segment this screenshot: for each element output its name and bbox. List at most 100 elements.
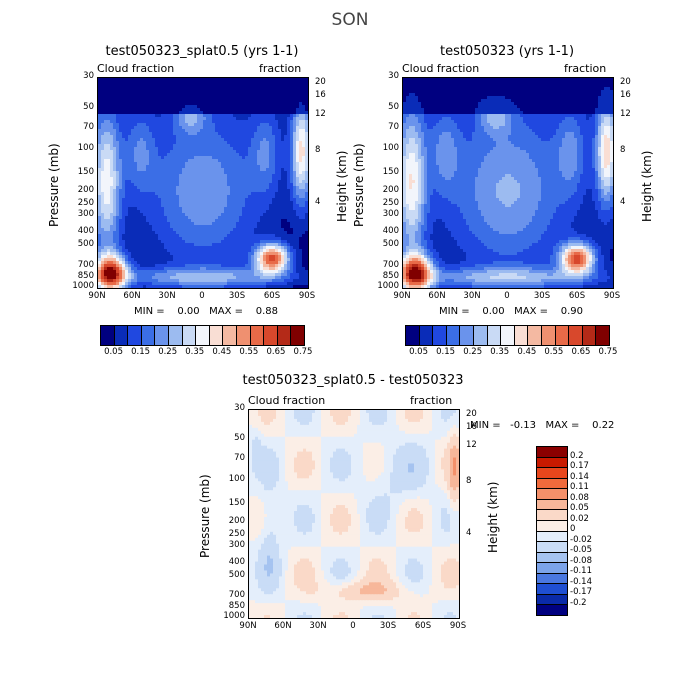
- field-cell: [134, 228, 138, 232]
- field-cell: [146, 273, 150, 277]
- field-cell: [194, 231, 198, 235]
- field-cell: [275, 150, 279, 154]
- field-cell: [131, 123, 135, 127]
- field-cell: [287, 129, 291, 133]
- field-cell: [107, 207, 111, 211]
- field-cell: [227, 213, 231, 217]
- field-cell: [101, 219, 105, 223]
- field-cell: [224, 147, 228, 151]
- field-cell: [296, 159, 300, 163]
- field-cell: [146, 123, 150, 127]
- field-cell: [260, 171, 264, 175]
- field-cell: [209, 102, 213, 106]
- field-cell: [305, 207, 308, 211]
- field-cell: [125, 243, 129, 247]
- field-cell: [170, 243, 174, 247]
- field-cell: [236, 231, 240, 235]
- field-cell: [98, 108, 102, 112]
- field-cell: [152, 84, 156, 88]
- field-cell: [260, 210, 264, 214]
- field-cell: [185, 195, 189, 199]
- field-cell: [263, 246, 267, 250]
- field-cell: [227, 174, 231, 178]
- field-cell: [242, 168, 246, 172]
- field-cell: [281, 249, 285, 253]
- field-cell: [200, 132, 204, 136]
- field-cell: [221, 255, 225, 259]
- field-cell: [212, 258, 216, 262]
- field-cell: [158, 117, 162, 121]
- field-cell: [260, 276, 264, 280]
- field-cell: [269, 114, 273, 118]
- field-cell: [143, 228, 147, 232]
- field-cell: [275, 285, 279, 288]
- field-cell: [104, 195, 108, 199]
- field-cell: [221, 135, 225, 139]
- field-cell: [164, 177, 168, 181]
- field-cell: [182, 276, 186, 280]
- field-cell: [257, 252, 261, 256]
- field-cell: [107, 174, 111, 178]
- field-cell: [287, 243, 291, 247]
- field-cell: [167, 135, 171, 139]
- field-cell: [143, 102, 147, 106]
- field-cell: [299, 135, 303, 139]
- field-cell: [224, 177, 228, 181]
- field-cell: [221, 240, 225, 244]
- field-cell: [215, 153, 219, 157]
- field-cell: [272, 246, 276, 250]
- field-cell: [194, 84, 198, 88]
- field-cell: [242, 207, 246, 211]
- field-cell: [236, 264, 240, 268]
- field-cell: [149, 129, 153, 133]
- field-cell: [110, 207, 114, 211]
- field-cell: [161, 273, 165, 277]
- field-cell: [116, 117, 120, 121]
- field-cell: [197, 282, 201, 286]
- field-cell: [176, 210, 180, 214]
- field-cell: [293, 174, 297, 178]
- field-cell: [221, 267, 225, 271]
- field-cell: [212, 174, 216, 178]
- field-cell: [116, 231, 120, 235]
- field-cell: [164, 207, 168, 211]
- field-cell: [233, 249, 237, 253]
- field-cell: [278, 117, 282, 121]
- field-cell: [98, 177, 102, 181]
- field-cell: [188, 240, 192, 244]
- field-cell: [293, 261, 297, 265]
- field-cell: [146, 186, 150, 190]
- field-cell: [212, 99, 216, 103]
- field-cell: [143, 279, 147, 283]
- field-cell: [128, 168, 132, 172]
- colorbar-label: 0.55: [239, 347, 259, 357]
- field-cell: [119, 147, 123, 151]
- field-cell: [305, 165, 308, 169]
- field-cell: [227, 129, 231, 133]
- field-cell: [152, 216, 156, 220]
- field-cell: [122, 90, 126, 94]
- field-cell: [296, 105, 300, 109]
- field-cell: [131, 273, 135, 277]
- field-cell: [101, 249, 105, 253]
- field-cell: [242, 102, 246, 106]
- field-cell: [98, 147, 102, 151]
- field-cell: [104, 129, 108, 133]
- field-cell: [209, 87, 213, 91]
- field-cell: [260, 180, 264, 184]
- field-cell: [131, 219, 135, 223]
- field-cell: [197, 81, 201, 85]
- field-cell: [278, 270, 282, 274]
- field-cell: [140, 192, 144, 196]
- field-cell: [155, 243, 159, 247]
- field-cell: [197, 141, 201, 145]
- field-cell: [131, 96, 135, 100]
- field-cell: [215, 171, 219, 175]
- field-cell: [197, 150, 201, 154]
- field-cell: [176, 90, 180, 94]
- field-cell: [149, 102, 153, 106]
- field-cell: [185, 102, 189, 106]
- field-cell: [236, 99, 240, 103]
- field-cell: [119, 186, 123, 190]
- field-cell: [194, 210, 198, 214]
